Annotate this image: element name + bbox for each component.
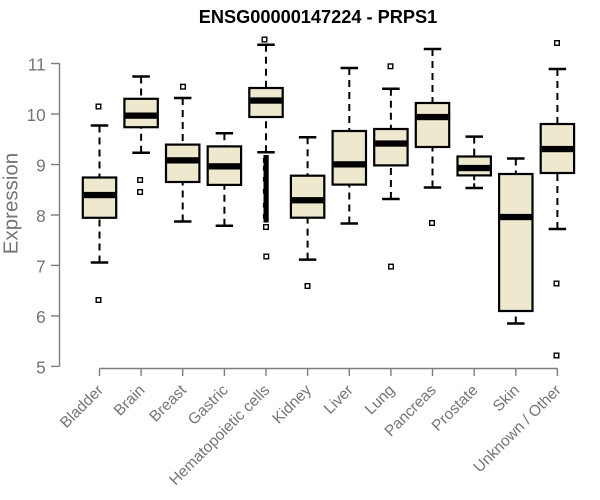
svg-text:Expression: Expression xyxy=(0,153,23,254)
svg-text:6: 6 xyxy=(36,307,46,327)
svg-text:10: 10 xyxy=(26,105,45,125)
svg-text:7: 7 xyxy=(36,256,46,276)
svg-text:11: 11 xyxy=(28,54,46,74)
svg-text:5: 5 xyxy=(36,357,46,377)
svg-text:8: 8 xyxy=(36,206,46,226)
svg-text:ENSG00000147224 - PRPS1: ENSG00000147224 - PRPS1 xyxy=(199,7,438,27)
svg-text:9: 9 xyxy=(36,155,46,175)
